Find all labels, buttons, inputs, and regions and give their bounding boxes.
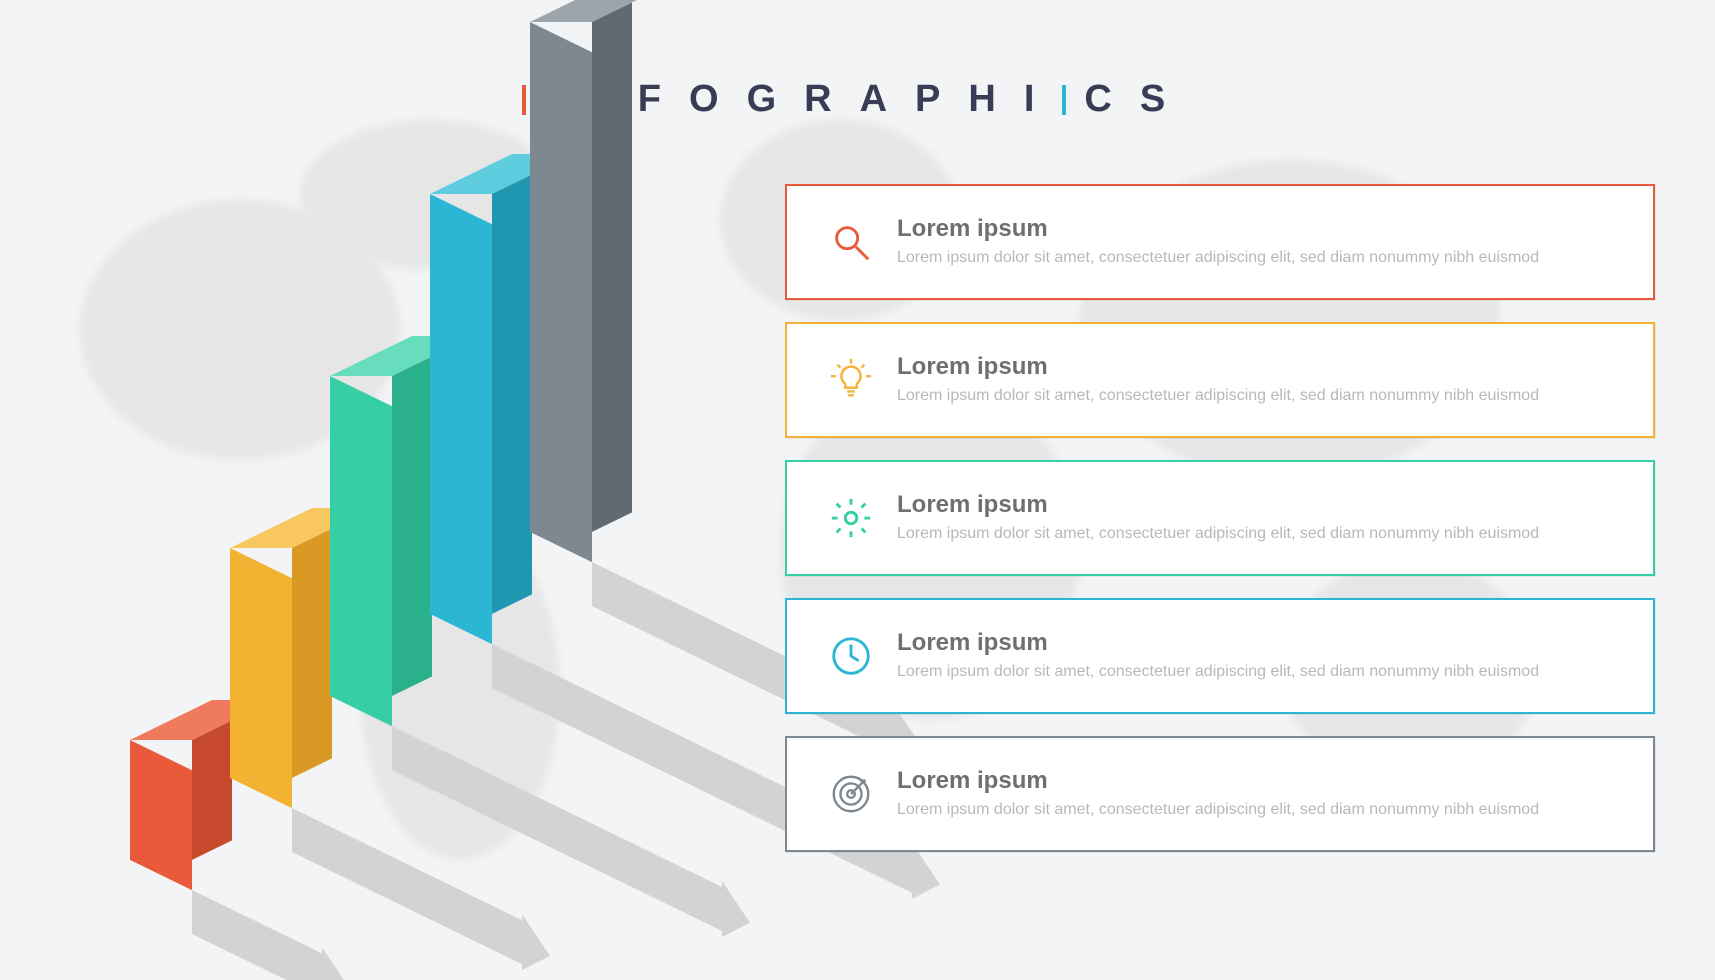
- bar-side-face: [292, 528, 332, 778]
- page-title: INFOGRAPHICS: [0, 78, 1715, 121]
- info-card-text: Lorem ipsum Lorem ipsum dolor sit amet, c…: [897, 491, 1629, 545]
- title-letter: P: [915, 78, 968, 121]
- bar-shadow-arrow: [192, 890, 322, 980]
- bar-side-face: [492, 174, 532, 614]
- info-card-body: Lorem ipsum dolor sit amet, consectetuer…: [897, 523, 1629, 545]
- bar-shadow-arrow: [292, 808, 522, 964]
- title-letter: I: [1024, 78, 1063, 121]
- info-card-heading: Lorem ipsum: [897, 629, 1629, 657]
- info-card-settings: Lorem ipsum Lorem ipsum dolor sit amet, c…: [785, 460, 1655, 576]
- info-card-list: Lorem ipsum Lorem ipsum dolor sit amet, c…: [785, 184, 1655, 852]
- info-card-heading: Lorem ipsum: [897, 491, 1629, 519]
- bar-side-face: [392, 356, 432, 696]
- info-card-text: Lorem ipsum Lorem ipsum dolor sit amet, c…: [897, 767, 1629, 821]
- title-accent-bar: [1062, 85, 1066, 115]
- bar-front-face: [130, 740, 192, 890]
- title-letter: G: [747, 78, 805, 121]
- info-card-heading: Lorem ipsum: [897, 767, 1629, 795]
- lightbulb-icon: [805, 357, 897, 403]
- target-icon: [805, 771, 897, 817]
- bar-side-face: [592, 2, 632, 532]
- isometric-bar-chart: [120, 160, 740, 920]
- gear-icon: [805, 495, 897, 541]
- title-letter: R: [804, 78, 859, 121]
- info-card-target: Lorem ipsum Lorem ipsum dolor sit amet, c…: [785, 736, 1655, 852]
- info-card-heading: Lorem ipsum: [897, 215, 1629, 243]
- title-letter: S: [1140, 78, 1193, 121]
- info-card-text: Lorem ipsum Lorem ipsum dolor sit amet, c…: [897, 353, 1629, 407]
- info-card-body: Lorem ipsum dolor sit amet, consectetuer…: [897, 247, 1629, 269]
- info-card-body: Lorem ipsum dolor sit amet, consectetuer…: [897, 799, 1629, 821]
- magnifier-icon: [805, 219, 897, 265]
- title-accent-bar: [522, 85, 526, 115]
- bar-front-face: [430, 194, 492, 644]
- bar-side-face: [192, 720, 232, 860]
- title-letter: A: [860, 78, 915, 121]
- clock-icon: [805, 633, 897, 679]
- info-card-idea: Lorem ipsum Lorem ipsum dolor sit amet, c…: [785, 322, 1655, 438]
- bar-front-face: [330, 376, 392, 726]
- title-letter: O: [689, 78, 747, 121]
- info-card-time: Lorem ipsum Lorem ipsum dolor sit amet, c…: [785, 598, 1655, 714]
- bar-front-face: [530, 22, 592, 562]
- info-card-body: Lorem ipsum dolor sit amet, consectetuer…: [897, 385, 1629, 407]
- info-card-search: Lorem ipsum Lorem ipsum dolor sit amet, c…: [785, 184, 1655, 300]
- title-letter: H: [968, 78, 1023, 121]
- info-card-text: Lorem ipsum Lorem ipsum dolor sit amet, c…: [897, 629, 1629, 683]
- info-card-body: Lorem ipsum dolor sit amet, consectetuer…: [897, 661, 1629, 683]
- info-card-heading: Lorem ipsum: [897, 353, 1629, 381]
- bar-front-face: [230, 548, 292, 808]
- title-letter: F: [638, 78, 689, 121]
- title-letter: C: [1084, 78, 1139, 121]
- info-card-text: Lorem ipsum Lorem ipsum dolor sit amet, c…: [897, 215, 1629, 269]
- infographic-stage: INFOGRAPHICS Lorem ipsum Lorem ipsum dolo…: [0, 0, 1715, 980]
